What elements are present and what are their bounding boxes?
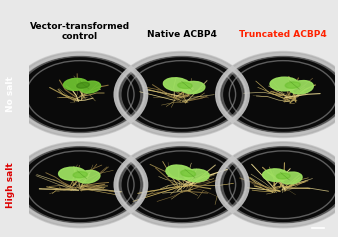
Ellipse shape — [280, 172, 302, 184]
Ellipse shape — [184, 169, 209, 182]
Circle shape — [216, 143, 338, 227]
Ellipse shape — [263, 169, 289, 181]
Ellipse shape — [73, 172, 88, 178]
Ellipse shape — [77, 82, 89, 88]
Text: Vector-transformed
control: Vector-transformed control — [30, 22, 130, 41]
Ellipse shape — [285, 82, 300, 88]
Text: No salt: No salt — [6, 77, 15, 112]
Circle shape — [216, 52, 338, 137]
Ellipse shape — [163, 78, 190, 91]
Ellipse shape — [276, 173, 290, 179]
Circle shape — [13, 143, 147, 227]
Ellipse shape — [166, 165, 193, 180]
Ellipse shape — [270, 77, 298, 91]
Text: Truncated ACBP4: Truncated ACBP4 — [239, 30, 327, 39]
Ellipse shape — [178, 82, 192, 88]
Ellipse shape — [181, 81, 205, 94]
Ellipse shape — [64, 78, 88, 90]
Ellipse shape — [181, 170, 195, 177]
Text: Native ACBP4: Native ACBP4 — [147, 30, 217, 39]
Text: High salt: High salt — [6, 162, 15, 208]
Circle shape — [115, 52, 249, 137]
Circle shape — [115, 143, 249, 227]
Ellipse shape — [58, 167, 86, 180]
Circle shape — [13, 52, 147, 137]
Ellipse shape — [80, 81, 100, 93]
Ellipse shape — [77, 170, 100, 183]
Ellipse shape — [289, 81, 313, 94]
